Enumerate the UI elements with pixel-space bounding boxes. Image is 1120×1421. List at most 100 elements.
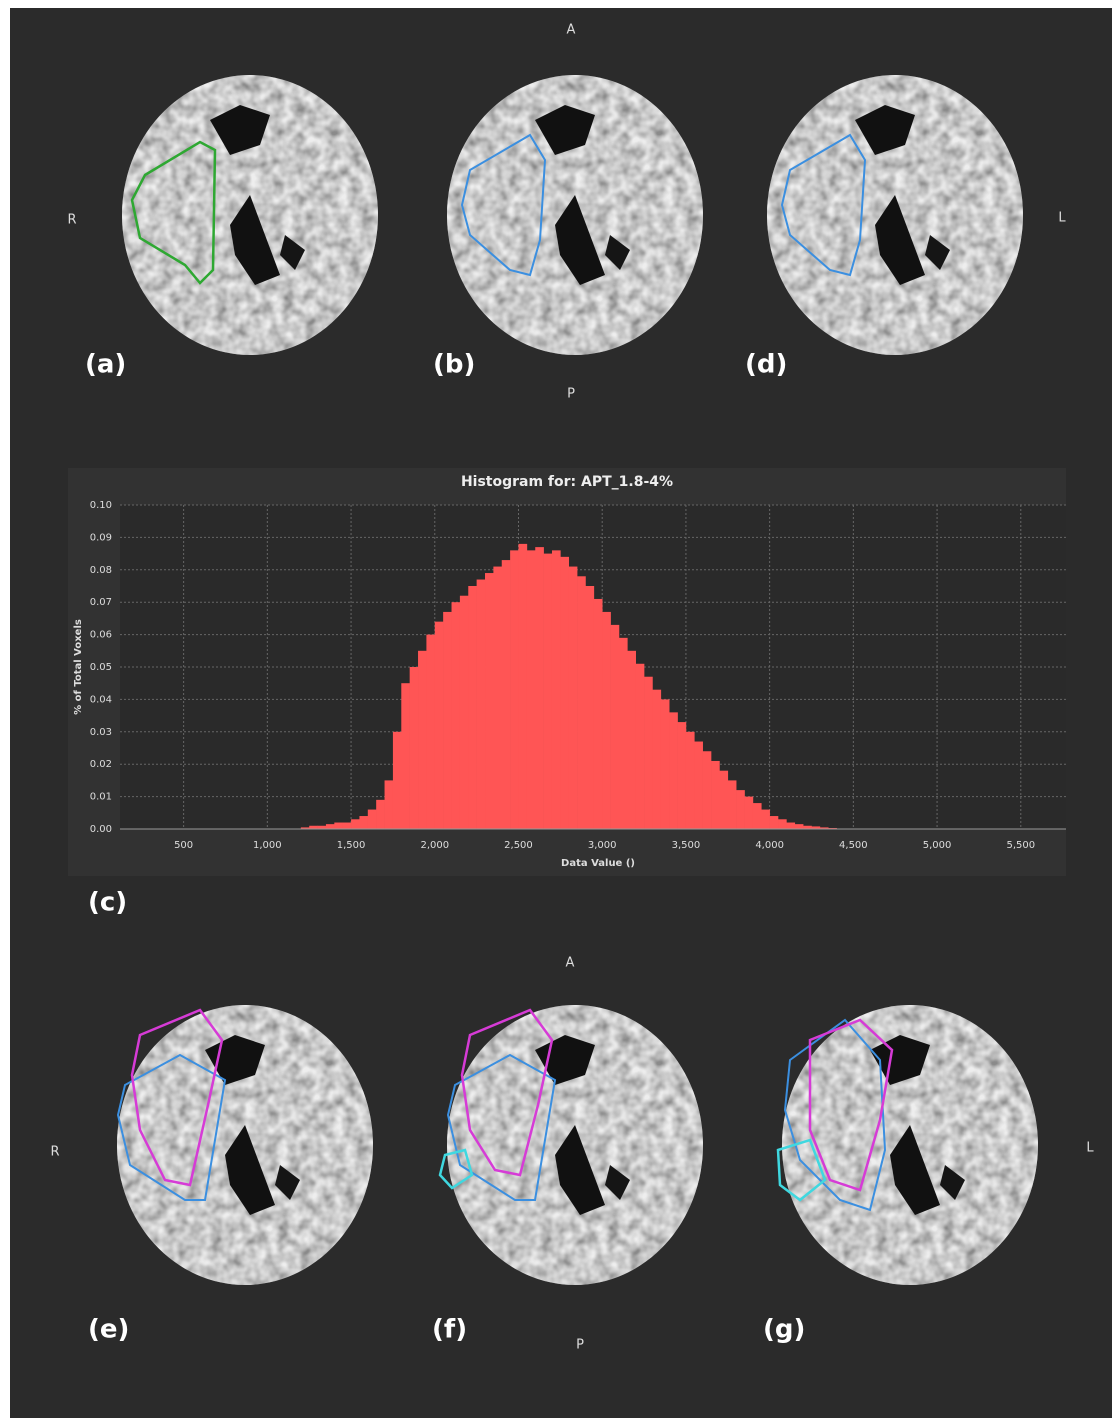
histogram-bar	[619, 638, 628, 829]
x-tick-label: 2,000	[420, 840, 449, 851]
histogram-bar	[669, 712, 678, 829]
brain-image	[447, 1005, 703, 1285]
x-tick-label: 5,500	[1006, 840, 1035, 851]
histogram-bar	[502, 560, 511, 829]
histogram-bar	[795, 824, 804, 829]
x-tick-label: 5,000	[923, 840, 952, 851]
histogram-bar	[611, 625, 620, 829]
y-tick-label: 0.06	[90, 630, 112, 641]
histogram-bar	[410, 667, 419, 829]
histogram-bar	[518, 544, 527, 829]
histogram-bar	[343, 823, 352, 829]
histogram-bar	[761, 810, 770, 829]
x-tick-label: 500	[174, 840, 193, 851]
histogram-bar	[368, 810, 377, 829]
histogram-bar	[552, 550, 561, 829]
x-tick-label: 4,500	[839, 840, 868, 851]
histogram-chart: Histogram for: APT_1.8-4% Data Value () …	[68, 468, 1066, 876]
orientation-label: A	[567, 23, 576, 38]
panel-label: (f)	[432, 1315, 467, 1345]
histogram-bar	[452, 602, 461, 829]
panel-label: (c)	[88, 888, 127, 918]
panel-label: (a)	[85, 350, 126, 380]
histogram-bar	[418, 651, 427, 829]
panel-label: (d)	[745, 350, 787, 380]
brain-image	[447, 75, 703, 355]
histogram-bar	[594, 599, 603, 829]
panel-label: (g)	[763, 1315, 805, 1345]
histogram-bar	[544, 554, 553, 829]
histogram-bar	[636, 664, 645, 829]
histogram-bar	[786, 823, 795, 829]
y-tick-label: 0.08	[90, 565, 112, 576]
x-tick-label: 1,500	[337, 840, 366, 851]
histogram-bar	[477, 580, 486, 829]
histogram-bar	[770, 816, 779, 829]
y-tick-label: 0.09	[90, 532, 112, 543]
x-tick-label: 3,000	[588, 840, 617, 851]
y-tick-label: 0.04	[90, 694, 112, 705]
histogram-bar	[385, 780, 394, 829]
histogram-bar	[686, 732, 695, 829]
y-axis-label: % of Total Voxels	[73, 619, 84, 715]
histogram-bar	[351, 819, 360, 829]
histogram-bar	[435, 622, 444, 829]
histogram-bar	[719, 771, 728, 829]
histogram-bar	[602, 612, 611, 829]
histogram-bar	[468, 586, 477, 829]
chart-title: Histogram for: APT_1.8-4%	[461, 474, 673, 490]
histogram-bar	[527, 550, 536, 829]
histogram-bar	[678, 722, 687, 829]
orientation-label: A	[566, 956, 575, 971]
histogram-bar	[728, 780, 737, 829]
histogram-bar	[577, 576, 586, 829]
y-tick-label: 0.05	[90, 662, 112, 673]
histogram-bar	[560, 557, 569, 829]
histogram-bar	[401, 683, 410, 829]
y-tick-label: 0.03	[90, 727, 112, 738]
figure: A P R L (a) (b) (d) Histogram for: APT_1…	[0, 0, 1120, 1421]
histogram-bar	[359, 816, 368, 829]
histogram-bar	[736, 790, 745, 829]
histogram-bar	[393, 732, 402, 829]
histogram-bar	[326, 824, 335, 829]
panel-label: (b)	[433, 350, 475, 380]
histogram-bar	[745, 797, 754, 829]
orientation-label: P	[567, 387, 575, 402]
brain-image	[767, 75, 1023, 355]
panel-label: (e)	[88, 1315, 129, 1345]
brain-image	[782, 1005, 1038, 1285]
orientation-label: R	[67, 213, 76, 228]
histogram-bar	[585, 586, 594, 829]
x-tick-label: 3,500	[672, 840, 701, 851]
histogram-bar	[569, 567, 578, 829]
x-tick-label: 1,000	[253, 840, 282, 851]
histogram-bar	[778, 819, 787, 829]
orientation-label: R	[50, 1145, 59, 1160]
brain-image	[122, 75, 378, 355]
x-axis-label: Data Value ()	[561, 858, 635, 869]
histogram-bar	[644, 677, 653, 829]
orientation-label: L	[1086, 1141, 1094, 1156]
histogram-bar	[703, 751, 712, 829]
histogram-bar	[334, 823, 343, 829]
histogram-bar	[426, 635, 435, 829]
histogram-bar	[661, 699, 670, 829]
y-tick-label: 0.01	[90, 792, 112, 803]
histogram-bar	[652, 690, 661, 829]
x-tick-label: 4,000	[755, 840, 784, 851]
histogram-bar	[627, 651, 636, 829]
y-tick-label: 0.07	[90, 597, 112, 608]
orientation-label: P	[576, 1338, 584, 1353]
histogram-bar	[460, 596, 469, 829]
histogram-bar	[485, 573, 494, 829]
histogram-bar	[376, 800, 385, 829]
histogram-bar	[711, 761, 720, 829]
y-tick-label: 0.02	[90, 759, 112, 770]
x-tick-label: 2,500	[504, 840, 533, 851]
orientation-label: L	[1058, 211, 1066, 226]
histogram-bar	[493, 567, 502, 829]
histogram-bar	[753, 803, 762, 829]
histogram-bar	[694, 742, 703, 829]
brain-image	[117, 1005, 373, 1285]
